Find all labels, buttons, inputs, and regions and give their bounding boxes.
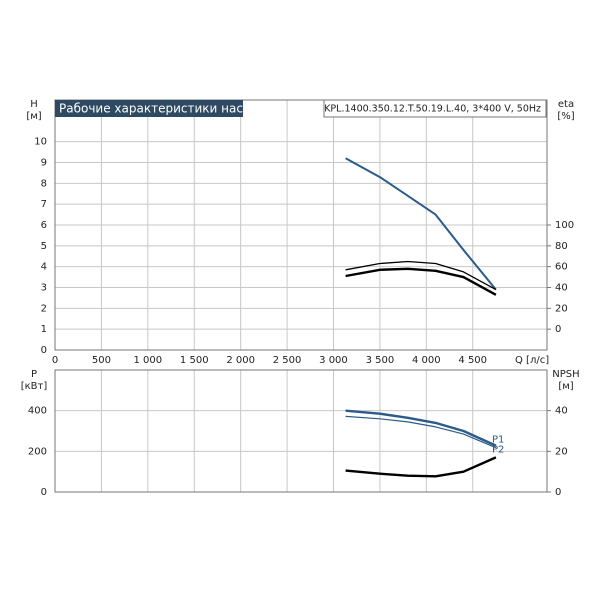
y2-tick-label: 0 [555,487,561,498]
y-tick-label: 9 [41,158,47,169]
x-tick-label: 4 000 [412,355,441,366]
series-line [345,260,497,291]
y2-tick-label: 80 [555,241,568,252]
y2-tick-label: 100 [555,220,574,231]
title-box [55,100,243,117]
series-label: P1 [492,435,504,446]
y-tick-label: 0 [41,345,47,356]
x-tick-label: 1 000 [134,355,163,366]
series-line [345,415,497,449]
y2-tick-label: 20 [555,446,568,457]
x-tick-label: 3 500 [366,355,395,366]
y2-axis-unit: [м] [558,381,573,392]
y-tick-label: 7 [41,199,47,210]
series-line [345,157,497,291]
y-tick-label: 200 [28,446,47,457]
plot-frame [54,369,548,493]
series-line [345,267,497,296]
model-label: KPL.1400.350.12.T.50.19.L.40, 3*400 V, 5… [324,104,541,115]
y2-axis-unit: [%] [557,111,574,122]
y-tick-label: 1 [41,324,47,335]
y-tick-label: 6 [41,220,47,231]
series-line [345,409,497,447]
y2-tick-label: 60 [555,262,568,273]
series-label: P2 [492,445,504,456]
x-tick-label: 4 500 [458,355,487,366]
y-axis-unit: [м] [26,111,41,122]
y2-tick-label: 20 [555,303,568,314]
y-tick-label: 10 [34,137,47,148]
chart-title: Рабочие характеристики насоса [59,102,264,116]
y-tick-label: 2 [41,303,47,314]
x-tick-label: 2 000 [226,355,255,366]
y-tick-label: 4 [41,262,47,273]
x-tick-label: 500 [92,355,111,366]
y2-tick-label: 40 [555,406,568,417]
y2-tick-label: 40 [555,283,568,294]
x-tick-label: 2 500 [273,355,302,366]
x-tick-label: 1 500 [180,355,209,366]
plot-frame [54,99,548,351]
x-tick-label: 0 [52,355,58,366]
y2-axis-label: eta [558,99,574,110]
y-axis-label: H [30,99,38,110]
y-tick-label: 5 [41,241,47,252]
y-axis-unit: [кВт] [21,381,48,392]
x-tick-label: 3 000 [319,355,348,366]
y2-tick-label: 0 [555,324,561,335]
y-tick-label: 8 [41,178,47,189]
y-tick-label: 400 [28,406,47,417]
y-tick-label: 3 [41,283,47,294]
y2-axis-label: NPSH [552,369,579,380]
y-axis-label: P [31,369,37,380]
y-tick-label: 0 [41,487,47,498]
model-box [323,99,547,118]
x-axis-label: Q [л/с] [515,355,549,366]
series-line [345,456,497,478]
